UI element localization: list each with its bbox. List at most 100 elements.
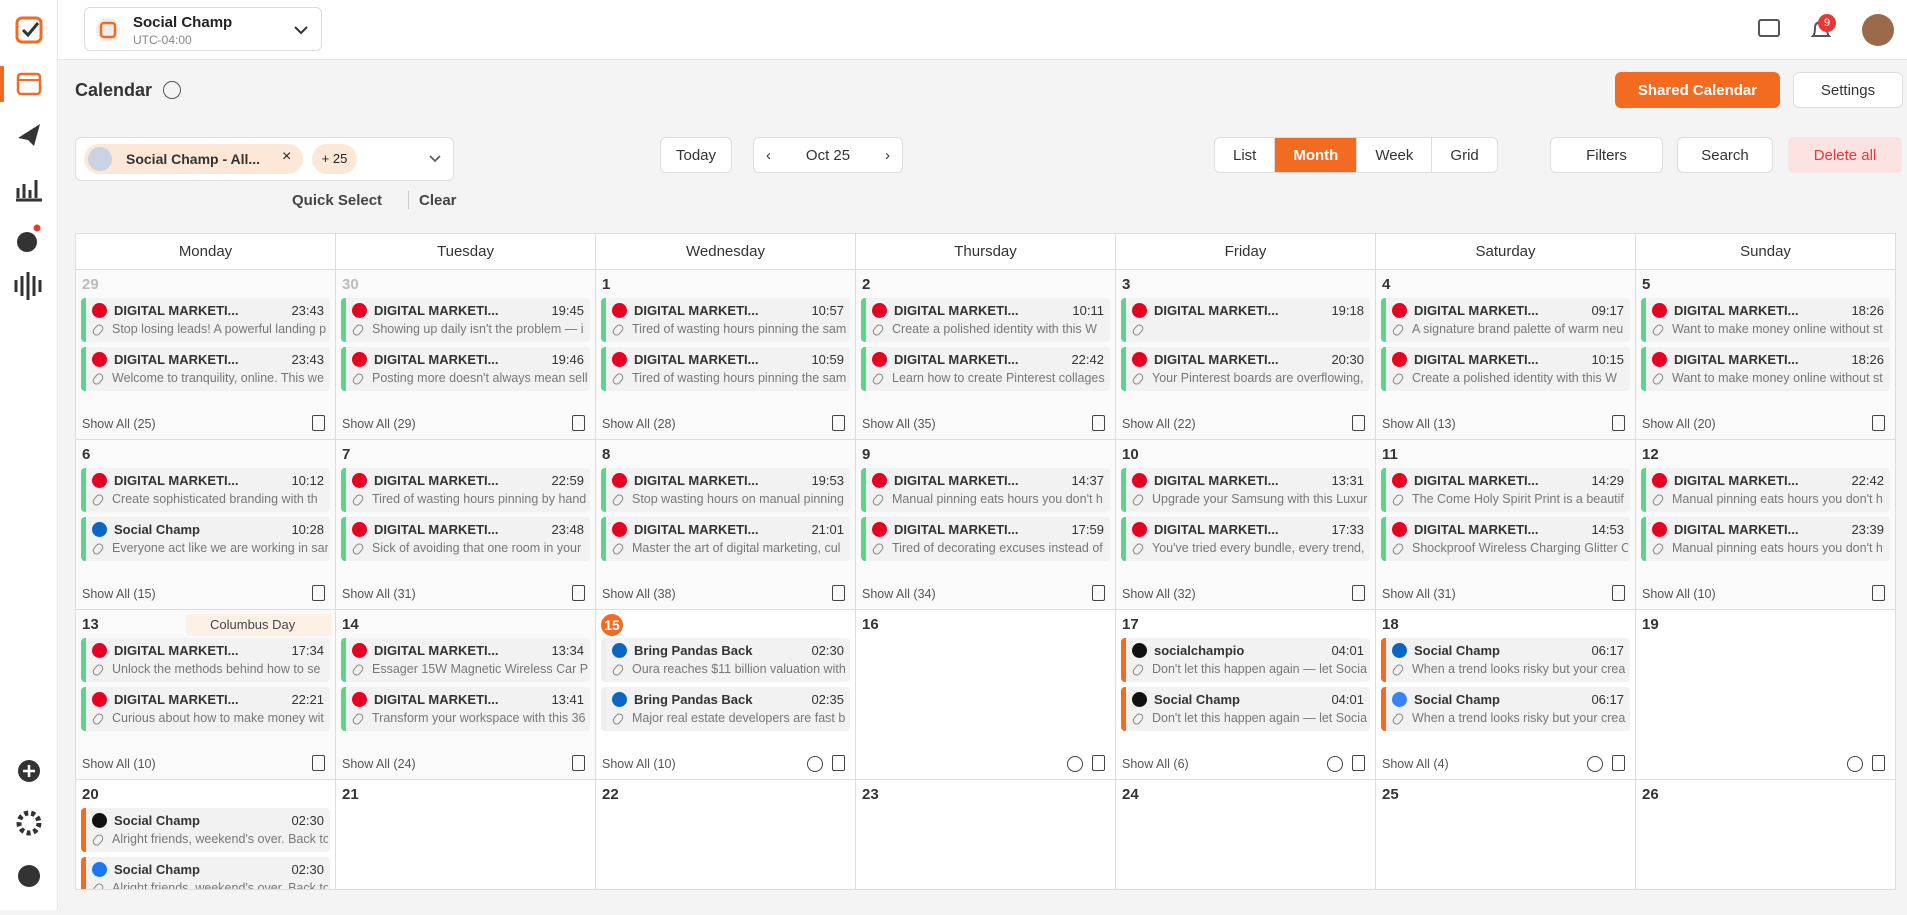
post-card[interactable]: DIGITAL MARKETI... 17:59 Tired of decorati… [861,517,1110,561]
next-button[interactable]: › [885,146,890,164]
draft-icon[interactable] [312,755,325,771]
draft-icon[interactable] [1612,585,1625,601]
add-post-icon[interactable] [1587,756,1603,772]
view-tab[interactable]: List [1215,138,1275,172]
post-card[interactable]: DIGITAL MARKETI... 22:42 Manual pinning ea… [1641,468,1890,512]
post-card[interactable]: DIGITAL MARKETI... 18:26 Want to make mone… [1641,347,1890,391]
post-card[interactable]: DIGITAL MARKETI... 10:59 Tired of wasting … [601,347,850,391]
draft-icon[interactable] [572,755,585,771]
draft-icon[interactable] [1352,415,1365,431]
post-card[interactable]: Social Champ 06:17 When a trend looks risk… [1381,687,1630,731]
post-card[interactable]: Bring Pandas Back 02:35 Major real estate … [601,687,850,731]
view-tab[interactable]: Month [1274,138,1357,172]
post-card[interactable]: Social Champ 10:28 Everyone act like we ar… [81,517,330,561]
show-all[interactable]: Show All (6) [1122,757,1189,771]
post-card[interactable]: DIGITAL MARKETI... 14:29 The Come Holy Spi… [1381,468,1630,512]
post-card[interactable]: DIGITAL MARKETI... 17:34 Unlock the method… [81,638,330,682]
draft-icon[interactable] [832,415,845,431]
draft-icon[interactable] [1872,585,1885,601]
show-all[interactable]: Show All (10) [602,757,676,771]
post-card[interactable]: DIGITAL MARKETI... 19:45 Showing up daily … [341,298,590,342]
add-post-icon[interactable] [1847,756,1863,772]
post-card[interactable]: DIGITAL MARKETI... 23:48 Sick of avoiding … [341,517,590,561]
post-card[interactable]: DIGITAL MARKETI... 13:31 Upgrade your Sams… [1121,468,1370,512]
post-card[interactable]: DIGITAL MARKETI... 09:17 A signature brand… [1381,298,1630,342]
post-card[interactable]: DIGITAL MARKETI... 10:12 Create sophistica… [81,468,330,512]
draft-icon[interactable] [1092,585,1105,601]
show-all[interactable]: Show All (22) [1122,417,1196,431]
show-all[interactable]: Show All (24) [342,757,416,771]
draft-icon[interactable] [1092,415,1105,431]
remove-chip[interactable]: × [282,148,292,165]
post-card[interactable]: DIGITAL MARKETI... 20:30 Your Pinterest bo… [1121,347,1370,391]
add-post-icon[interactable] [807,756,823,772]
avatar[interactable] [1862,14,1894,46]
settings-button[interactable]: Settings [1793,72,1903,108]
post-card[interactable]: DIGITAL MARKETI... 14:53 Shockproof Wirele… [1381,517,1630,561]
show-all[interactable]: Show All (29) [342,417,416,431]
post-card[interactable]: Social Champ 02:30 Alright friends, weeken… [81,857,330,889]
show-all[interactable]: Show All (25) [82,417,156,431]
show-all[interactable]: Show All (4) [1382,757,1449,771]
draft-icon[interactable] [1872,755,1885,771]
draft-icon[interactable] [1352,755,1365,771]
post-card[interactable]: DIGITAL MARKETI... 10:15 Create a polished… [1381,347,1630,391]
draft-icon[interactable] [312,415,325,431]
show-all[interactable]: Show All (13) [1382,417,1456,431]
draft-icon[interactable] [1872,415,1885,431]
post-card[interactable]: Bring Pandas Back 02:30 Oura reaches $11 b… [601,638,850,682]
post-card[interactable]: DIGITAL MARKETI... 23:39 Manual pinning ea… [1641,517,1890,561]
add-post-icon[interactable] [1067,756,1083,772]
add-post-icon[interactable] [1327,756,1343,772]
draft-icon[interactable] [832,585,845,601]
post-card[interactable]: Social Champ 02:30 Alright friends, weeken… [81,808,330,852]
show-all[interactable]: Show All (15) [82,587,156,601]
show-all[interactable]: Show All (38) [602,587,676,601]
profile-selector[interactable]: Social Champ - All... × + 25 [75,137,454,181]
show-all[interactable]: Show All (31) [342,587,416,601]
draft-icon[interactable] [1612,415,1625,431]
draft-icon[interactable] [1092,755,1105,771]
post-card[interactable]: DIGITAL MARKETI... 17:33 You've tried ever… [1121,517,1370,561]
show-all[interactable]: Show All (35) [862,417,936,431]
prev-button[interactable]: ‹ [766,146,771,164]
show-all[interactable]: Show All (10) [1642,587,1716,601]
show-all[interactable]: Show All (32) [1122,587,1196,601]
filters-button[interactable]: Filters [1550,137,1663,173]
view-tab[interactable]: Grid [1431,138,1497,172]
post-card[interactable]: DIGITAL MARKETI... 23:43 Stop losing leads… [81,298,330,342]
messages-icon[interactable] [1756,16,1784,42]
draft-icon[interactable] [312,585,325,601]
today-button[interactable]: Today [660,137,732,173]
post-card[interactable]: DIGITAL MARKETI... 13:34 Essager 15W Magne… [341,638,590,682]
show-all[interactable]: Show All (31) [1382,587,1456,601]
show-all[interactable]: Show All (28) [602,417,676,431]
draft-icon[interactable] [1352,585,1365,601]
quick-select[interactable]: Quick Select [292,192,383,209]
post-card[interactable]: DIGITAL MARKETI... 18:26 Want to make mone… [1641,298,1890,342]
workspace-selector[interactable]: Social Champ UTC-04:00 [84,7,322,51]
post-card[interactable]: DIGITAL MARKETI... 19:53 Stop wasting hour… [601,468,850,512]
post-card[interactable]: DIGITAL MARKETI... 22:59 Tired of wasting … [341,468,590,512]
draft-icon[interactable] [572,415,585,431]
post-card[interactable]: DIGITAL MARKETI... 22:42 Learn how to crea… [861,347,1110,391]
post-card[interactable]: DIGITAL MARKETI... 23:43 Welcome to tranqu… [81,347,330,391]
post-card[interactable]: Social Champ 04:01 Don't let this happen a… [1121,687,1370,731]
post-card[interactable]: DIGITAL MARKETI... 13:41 Transform your wo… [341,687,590,731]
search-button[interactable]: Search [1677,137,1773,173]
clear-button[interactable]: Clear [419,192,457,209]
show-all[interactable]: Show All (20) [1642,417,1716,431]
post-card[interactable]: DIGITAL MARKETI... 10:57 Tired of wasting … [601,298,850,342]
post-card[interactable]: DIGITAL MARKETI... 22:21 Curious about how… [81,687,330,731]
draft-icon[interactable] [1612,755,1625,771]
post-card[interactable]: DIGITAL MARKETI... 10:11 Create a polished… [861,298,1110,342]
view-tab[interactable]: Week [1356,138,1432,172]
post-card[interactable]: DIGITAL MARKETI... 19:46 Posting more does… [341,347,590,391]
shared-calendar-button[interactable]: Shared Calendar [1615,72,1780,108]
draft-icon[interactable] [572,585,585,601]
delete-all-button[interactable]: Delete all [1788,137,1902,173]
help-icon[interactable] [163,81,181,99]
draft-icon[interactable] [832,755,845,771]
post-card[interactable]: DIGITAL MARKETI... 14:37 Manual pinning ea… [861,468,1110,512]
show-all[interactable]: Show All (34) [862,587,936,601]
